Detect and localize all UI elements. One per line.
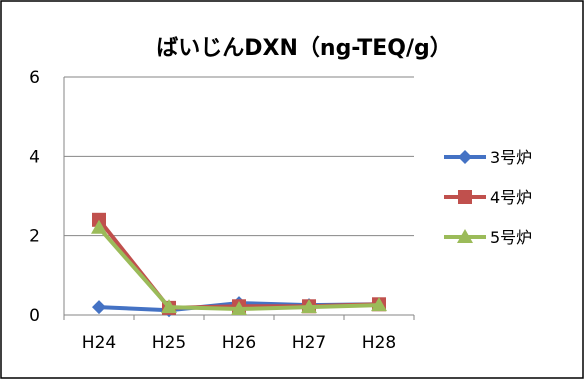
x-tick-label-H25: H25	[152, 333, 186, 353]
legend-label: 5号炉	[490, 228, 532, 247]
x-tick-label-H28: H28	[362, 333, 396, 353]
data-point	[92, 300, 106, 315]
y-tick-label-2: 2	[29, 227, 40, 247]
y-tick-label-4: 4	[29, 147, 40, 167]
legend-marker	[458, 150, 472, 164]
x-tick-label-H24: H24	[82, 333, 116, 353]
series	[91, 212, 387, 318]
data-point	[231, 301, 247, 316]
legend-label: 3号炉	[490, 148, 532, 167]
x-tick-label-H27: H27	[292, 333, 326, 353]
x-tick-label-H26: H26	[222, 333, 256, 353]
y-tick-label-0: 0	[29, 306, 40, 326]
legend-marker	[458, 190, 472, 204]
data-point	[161, 299, 177, 314]
y-tick-label-6: 6	[29, 68, 40, 88]
data-point	[301, 299, 317, 314]
chart-title: ばいじんDXN（ng-TEQ/g）	[156, 36, 451, 61]
grid	[64, 76, 414, 237]
legend-marker	[457, 229, 473, 243]
data-point	[371, 297, 387, 312]
legend-label: 4号炉	[490, 188, 532, 207]
data-point	[91, 219, 107, 234]
legend: 3号炉 4号炉 5号炉	[444, 148, 532, 247]
